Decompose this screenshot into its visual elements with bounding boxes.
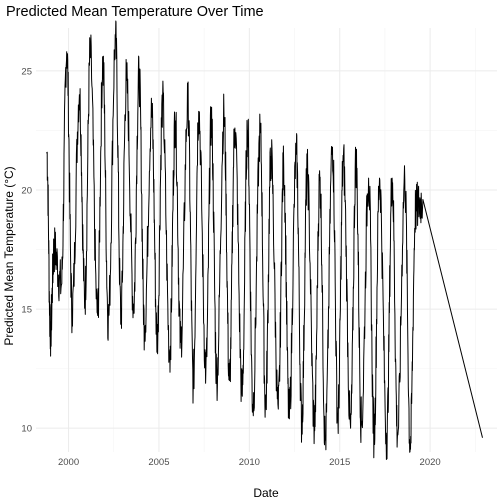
x-axis-title: Date [253, 486, 279, 500]
x-tick-label: 2020 [420, 457, 441, 468]
x-tick-label: 2000 [58, 457, 79, 468]
tick-labels: 2000 2005 2010 2015 2020 10 15 20 25 [21, 66, 440, 468]
temperature-series-line [46, 20, 483, 460]
y-tick-label: 25 [21, 66, 32, 77]
x-tick-label: 2010 [239, 457, 260, 468]
y-tick-label: 10 [21, 424, 32, 435]
chart-title: Predicted Mean Temperature Over Time [6, 4, 264, 20]
x-tick-label: 2015 [329, 457, 350, 468]
y-tick-label: 15 [21, 305, 32, 316]
y-axis-title: Predicted Mean Temperature (°C) [2, 166, 16, 345]
y-tick-label: 20 [21, 185, 32, 196]
x-tick-label: 2005 [148, 457, 169, 468]
